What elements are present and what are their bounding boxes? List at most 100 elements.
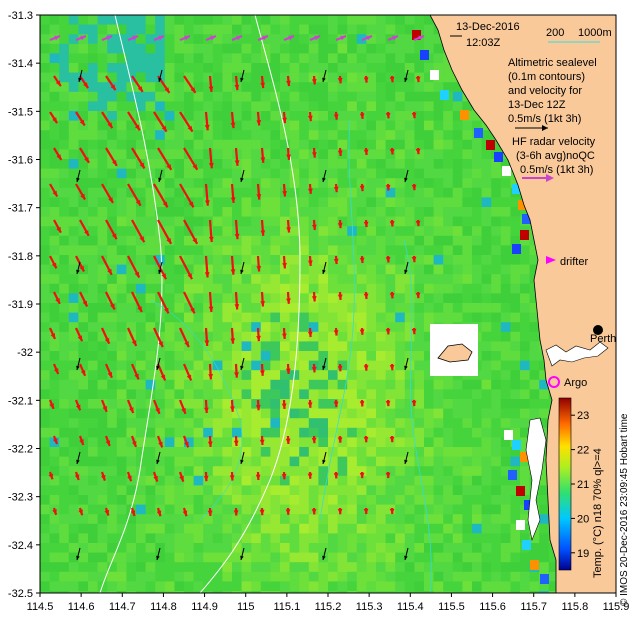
sst-cell <box>251 245 262 256</box>
sst-cell <box>203 53 214 64</box>
sst-cell <box>299 274 310 285</box>
sst-cell <box>88 255 99 266</box>
sst-cell <box>241 485 252 496</box>
sst-cell <box>116 139 127 150</box>
hf-vector <box>157 147 173 171</box>
sst-cell <box>385 226 396 237</box>
sst-cell <box>328 24 339 35</box>
sst-cell <box>107 360 118 371</box>
sst-cell <box>347 283 358 294</box>
sst-cell <box>414 130 425 141</box>
sst-cell <box>280 341 291 352</box>
sst-cell <box>241 581 252 592</box>
sst-cell <box>126 63 137 74</box>
sst-cell <box>59 63 70 74</box>
sst-cell <box>126 82 137 93</box>
sst-cell <box>203 562 214 573</box>
sst-cell <box>337 591 348 593</box>
sst-cell <box>203 216 214 227</box>
sst-cell <box>385 82 396 93</box>
sst-cell <box>40 101 51 112</box>
sst-cell <box>424 418 435 429</box>
sst-cell <box>347 63 358 74</box>
sst-cell <box>356 159 367 170</box>
sst-cell <box>308 552 319 563</box>
sst-cell <box>347 101 358 112</box>
sst-cell <box>126 120 137 131</box>
sst-cell <box>395 149 406 160</box>
sst-cell <box>443 399 454 410</box>
sst-cell <box>260 427 271 438</box>
sst-cell <box>203 389 214 400</box>
colorbar-title: Temp. (°C) n18 70% ql>=4 <box>592 448 604 578</box>
sst-cell <box>347 178 358 189</box>
sst-cell <box>68 523 79 534</box>
sst-cell <box>78 34 89 45</box>
sst-cell <box>347 543 358 554</box>
sst-cell <box>260 178 271 189</box>
sst-cell <box>155 43 166 54</box>
sst-cell <box>385 581 396 592</box>
sst-cell <box>472 495 483 506</box>
sst-cell <box>510 341 521 352</box>
sst-cell <box>49 456 60 467</box>
sst-cell <box>443 379 454 390</box>
sst-cell <box>491 418 502 429</box>
sst-cell <box>68 264 79 275</box>
sst-cell <box>241 274 252 285</box>
sst-cell <box>193 571 204 582</box>
sst-cell <box>59 216 70 227</box>
sst-cell <box>68 245 79 256</box>
sst-cell <box>404 274 415 285</box>
sst-cell <box>136 187 147 198</box>
sst-cell <box>136 552 147 563</box>
sst-cell <box>164 111 175 122</box>
sst-cell <box>145 283 156 294</box>
sst-cell <box>222 187 233 198</box>
sst-cell <box>452 485 463 496</box>
sst-cell <box>116 53 127 64</box>
sst-cell <box>251 370 262 381</box>
sst-cell <box>116 581 127 592</box>
sst-cell <box>539 370 550 381</box>
hf-vector <box>385 399 391 407</box>
sst-cell <box>337 533 348 544</box>
sst-cell <box>318 226 329 237</box>
sst-cell <box>68 149 79 160</box>
sst-cell <box>404 149 415 160</box>
sst-cell <box>155 15 166 26</box>
sst-cell <box>49 255 60 266</box>
sst-cell <box>97 293 108 304</box>
sst-cell <box>491 495 502 506</box>
sst-cell <box>356 264 367 275</box>
sst-cell <box>481 149 492 160</box>
sst-cell <box>472 475 483 486</box>
sst-cell <box>299 447 310 458</box>
sst-cell <box>500 178 511 189</box>
hf-vector <box>208 219 214 243</box>
sst-cell <box>164 149 175 160</box>
sst-cell <box>500 504 511 515</box>
sst-cell <box>212 504 223 515</box>
sst-cell <box>481 312 492 323</box>
sst-cell <box>212 235 223 246</box>
sst-cell <box>251 139 262 150</box>
hf-vector <box>337 435 343 443</box>
hf-vector <box>311 363 317 373</box>
sst-cell <box>164 543 175 554</box>
sst-cell <box>145 264 156 275</box>
sst-cell <box>49 120 60 131</box>
sst-cell <box>289 34 300 45</box>
sst-cell <box>472 571 483 582</box>
sst-cell <box>232 274 243 285</box>
sst-cell <box>174 370 185 381</box>
sst-cell <box>59 245 70 256</box>
sst-cell <box>232 514 243 525</box>
sst-cell <box>136 571 147 582</box>
sst-cell <box>347 264 358 275</box>
sst-cell <box>280 130 291 141</box>
sst-cell <box>280 543 291 554</box>
sst-cell <box>68 370 79 381</box>
sst-cell <box>184 168 195 179</box>
sst-cell <box>40 408 51 419</box>
